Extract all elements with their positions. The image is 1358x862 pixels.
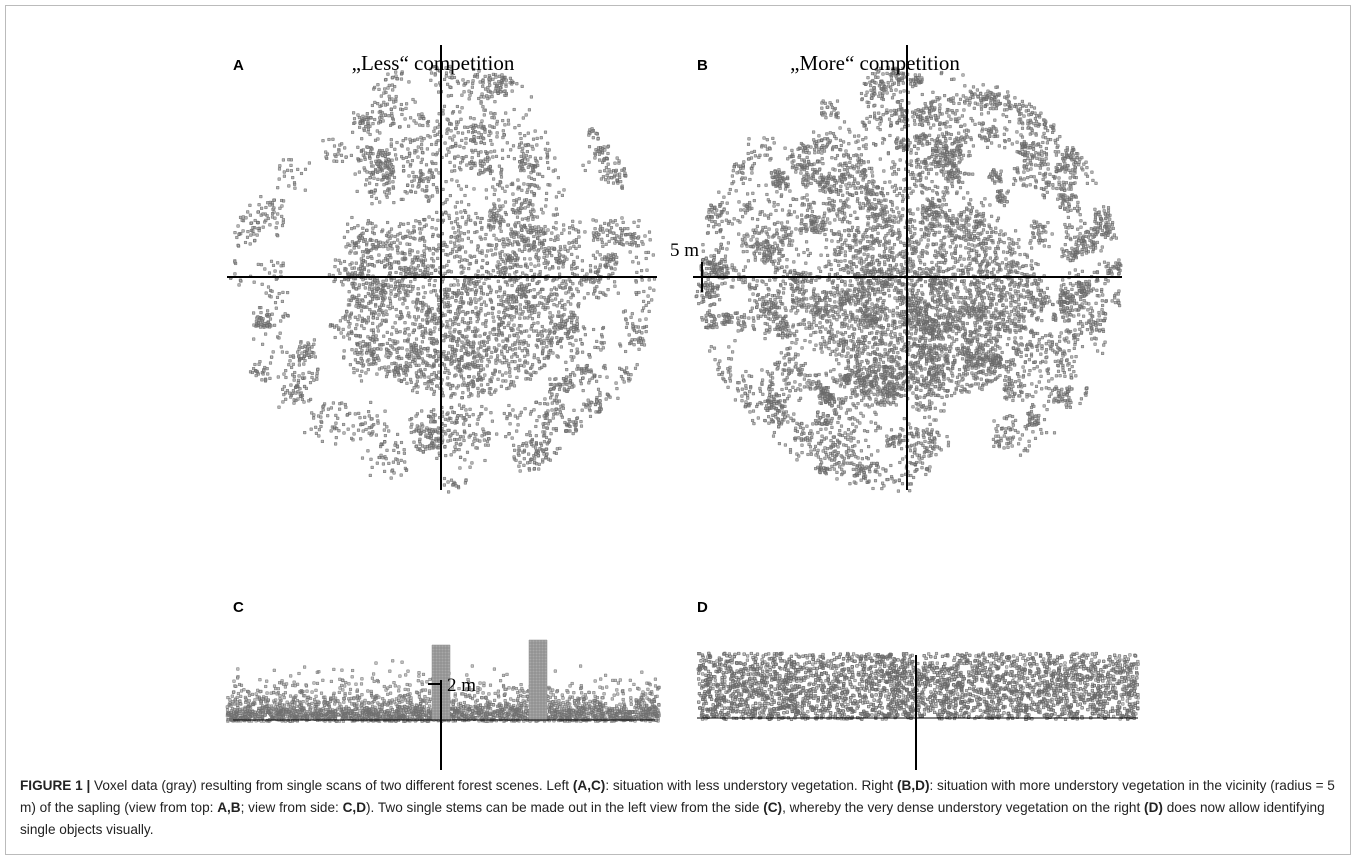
panel-label: C <box>233 599 244 616</box>
caption-ref: (A,C) <box>572 778 606 793</box>
scale-label: 2 m <box>447 675 476 696</box>
panel-label: A <box>233 57 244 74</box>
voxel-cloud <box>696 651 1140 721</box>
panel-label: B <box>697 57 708 74</box>
caption-text: : situation with more understory vegetat… <box>20 778 1339 815</box>
caption-label: FIGURE 1 | <box>20 778 91 793</box>
caption-ref: (B,D) <box>897 778 930 793</box>
caption-text: ; view from side: <box>240 800 343 815</box>
caption: FIGURE 1 | Voxel data (gray) resulting f… <box>20 775 1340 841</box>
caption-ref: A,B <box>217 800 241 815</box>
voxel-clouds <box>225 64 1140 723</box>
caption-ref: (D) <box>1144 800 1163 815</box>
caption-text: does now allow identifying single object… <box>20 800 1329 837</box>
voxel-cloud <box>431 639 548 722</box>
caption-text: ). Two single stems can be made out in t… <box>366 800 764 815</box>
caption-ref: (C) <box>763 800 783 815</box>
axes <box>227 45 1138 770</box>
figure-frame <box>5 5 1351 855</box>
caption-text: , whereby the very dense understory vege… <box>782 800 1145 815</box>
voxel-cloud <box>694 65 1123 493</box>
figure: A „Less“ competition B „More“ competitio… <box>225 45 1140 770</box>
panel-label: D <box>697 599 708 616</box>
panel-title: „Less“ competition <box>352 51 515 75</box>
scale-label: 5 m <box>670 240 699 261</box>
caption-text: Voxel data (gray) resulting from single … <box>90 778 573 793</box>
voxel-cloud <box>229 64 657 494</box>
caption-ref: C,D <box>342 800 367 815</box>
panel-title: „More“ competition <box>790 51 960 75</box>
caption-text: : situation with less understory vegetat… <box>605 778 897 793</box>
